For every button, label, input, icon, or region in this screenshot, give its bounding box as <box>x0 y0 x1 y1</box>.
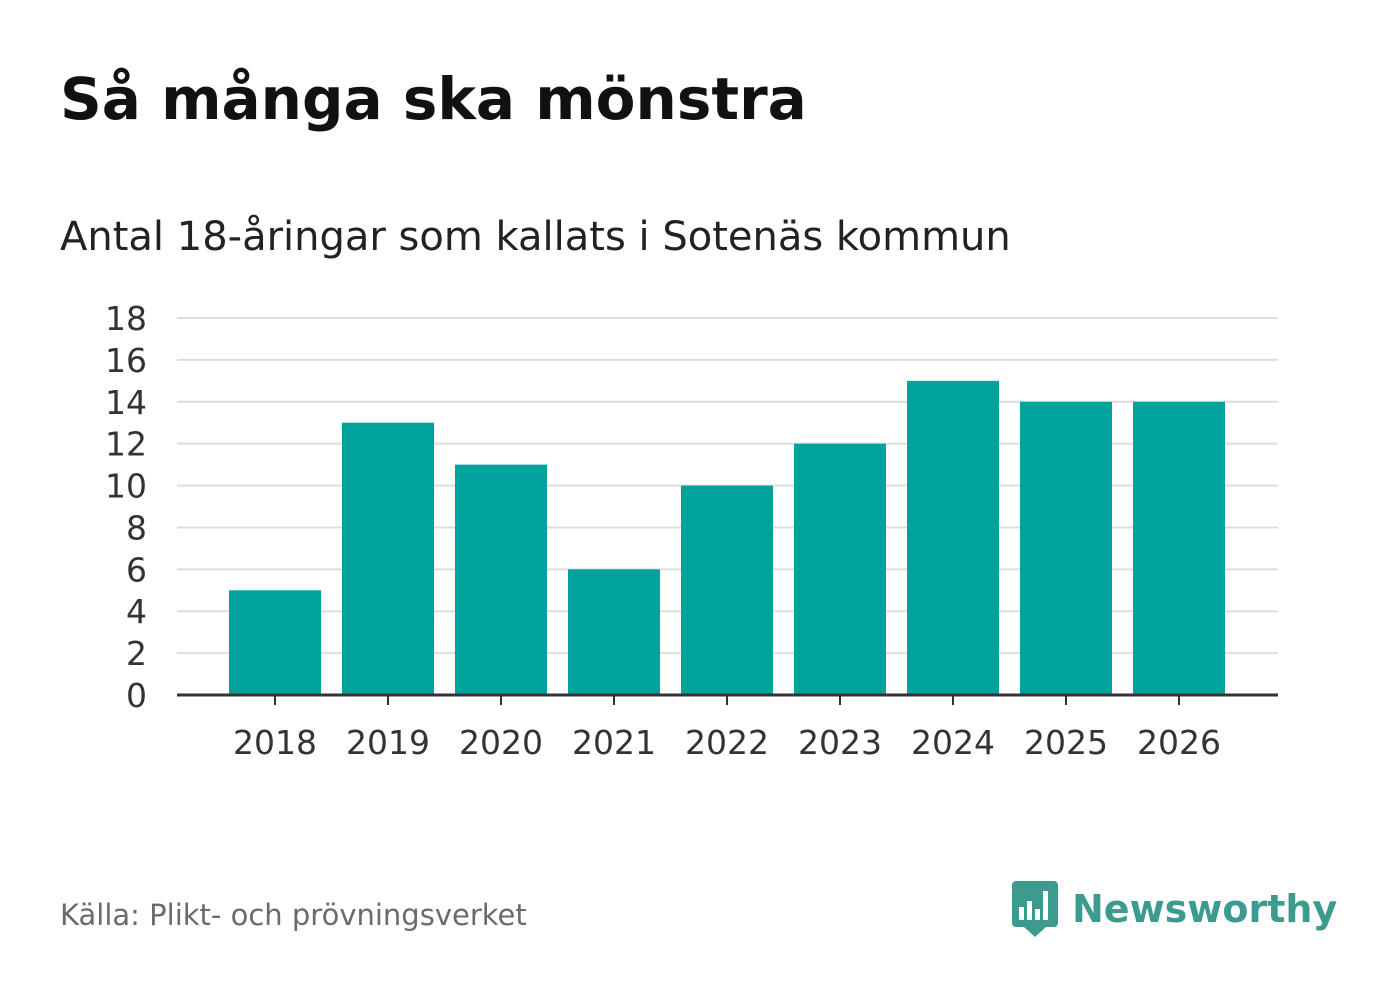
x-tick-label: 2023 <box>798 723 882 762</box>
y-tick-label: 16 <box>105 341 147 380</box>
x-tick-label: 2025 <box>1024 723 1108 762</box>
bar-2026 <box>1133 401 1225 695</box>
newsworthy-logo-icon <box>1012 881 1058 937</box>
bar-2024 <box>907 380 999 695</box>
y-tick-label: 12 <box>105 425 147 464</box>
y-tick-label: 6 <box>126 550 147 589</box>
brand-logo: Newsworthy <box>1010 878 1337 940</box>
y-tick-label: 14 <box>105 383 147 422</box>
bar-2018 <box>229 590 321 695</box>
x-tick-label: 2021 <box>572 723 656 762</box>
bar-2023 <box>794 443 886 695</box>
y-tick-label: 8 <box>126 508 147 547</box>
x-tick-label: 2024 <box>911 723 995 762</box>
y-tick-label: 4 <box>126 592 147 631</box>
bar-2025 <box>1020 401 1112 695</box>
x-tick-label: 2019 <box>346 723 430 762</box>
bars <box>229 380 1225 695</box>
y-tick-label: 2 <box>126 634 147 673</box>
y-tick-label: 10 <box>105 467 147 506</box>
source-note: Källa: Plikt- och prövningsverket <box>60 898 527 932</box>
y-tick-label: 18 <box>105 299 147 338</box>
bar-2022 <box>681 485 773 695</box>
bar-2021 <box>568 569 660 695</box>
y-tick-label: 0 <box>126 676 147 715</box>
chart-subtitle: Antal 18-åringar som kallats i Sotenäs k… <box>60 214 1011 260</box>
x-tick-label: 2018 <box>233 723 317 762</box>
chart-title: Så många ska mönstra <box>60 65 807 133</box>
x-tick-label: 2022 <box>685 723 769 762</box>
bar-2019 <box>342 422 434 695</box>
bar-2020 <box>455 464 547 695</box>
x-tick-label: 2026 <box>1137 723 1221 762</box>
x-tick-label: 2020 <box>459 723 543 762</box>
brand-name: Newsworthy <box>1072 887 1338 931</box>
